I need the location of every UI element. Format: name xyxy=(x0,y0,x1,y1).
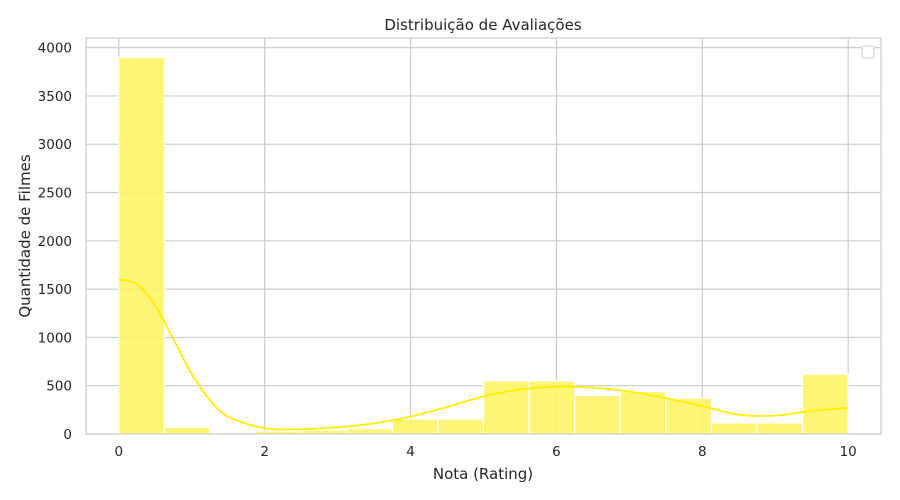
y-tick-label: 2500 xyxy=(38,186,72,202)
y-tick-label: 2000 xyxy=(38,234,72,250)
histogram-bar xyxy=(163,426,211,435)
x-tick-label: 0 xyxy=(115,444,124,460)
histogram-bar xyxy=(437,418,485,435)
histogram-bar xyxy=(756,422,804,435)
plot-frame xyxy=(85,37,882,435)
x-axis-title: Nota (Rating) xyxy=(433,465,533,483)
bars-layer xyxy=(118,56,849,435)
y-tick-label: 1000 xyxy=(38,330,72,346)
histogram-bar xyxy=(346,428,393,435)
y-tick-label: 500 xyxy=(46,379,72,395)
histogram-bar xyxy=(710,422,758,435)
histogram-bar xyxy=(801,373,849,435)
x-tick-labels: 0 2 4 6 8 10 xyxy=(115,444,857,460)
chart-title: Distribuição de Avaliações xyxy=(384,16,581,34)
histogram-bar xyxy=(391,418,439,435)
y-tick-label: 3000 xyxy=(38,137,72,153)
histogram-bar xyxy=(528,380,576,435)
x-tick-label: 4 xyxy=(406,444,415,460)
y-tick-label: 4000 xyxy=(38,41,72,57)
y-tick-labels: 0 500 1000 1500 2000 2500 3000 3500 4000 xyxy=(38,41,72,443)
histogram-bar xyxy=(619,390,667,435)
histogram-bar xyxy=(118,56,166,435)
x-tick-label: 8 xyxy=(698,444,707,460)
histogram-bar xyxy=(665,397,713,435)
histogram-bar xyxy=(574,394,621,435)
x-tick-label: 6 xyxy=(552,444,561,460)
legend-box xyxy=(861,45,875,59)
x-tick-label: 10 xyxy=(840,444,857,460)
y-tick-label: 3500 xyxy=(38,89,72,105)
x-tick-label: 2 xyxy=(260,444,269,460)
grid-layer xyxy=(86,38,881,435)
y-axis-title: Quantidade de Filmes xyxy=(16,154,34,318)
y-tick-label: 0 xyxy=(63,427,72,443)
histogram-bar xyxy=(482,380,530,435)
kde-curve xyxy=(118,278,849,431)
y-tick-label: 1500 xyxy=(38,282,72,298)
